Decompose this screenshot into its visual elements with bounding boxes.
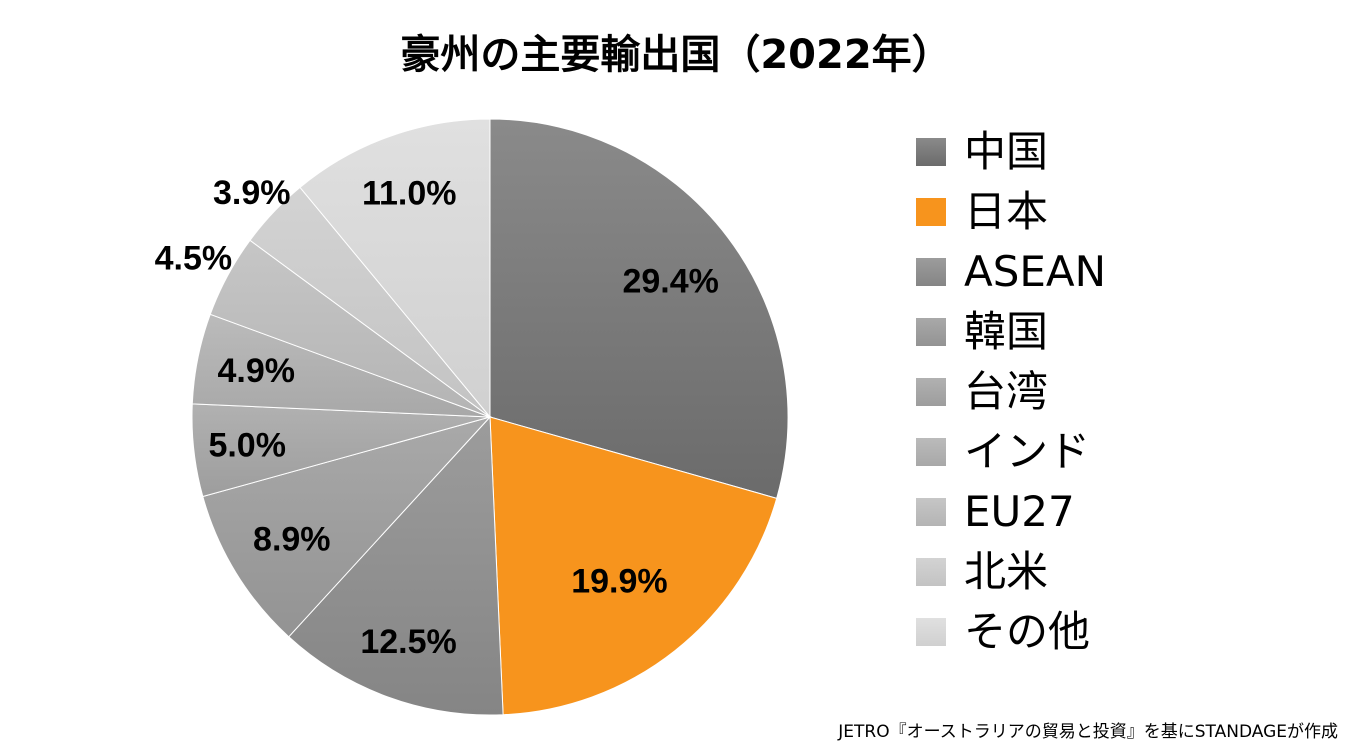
pie-slice-1	[489, 416, 778, 716]
source-note: JETRO『オーストラリアの貿易と投資』を基にSTANDAGEが作成	[838, 722, 1338, 742]
legend-item: 日本	[916, 182, 1106, 242]
legend-label: 台湾	[964, 367, 1049, 416]
legend-swatch	[916, 498, 946, 526]
pie-slice-2	[288, 415, 504, 716]
legend-item: 北米	[916, 542, 1106, 602]
legend-swatch	[916, 198, 946, 226]
legend-label: ASEAN	[964, 247, 1107, 296]
legend-item: 韓国	[916, 302, 1106, 362]
legend-swatch	[916, 438, 946, 466]
legend-swatch	[916, 378, 946, 406]
chart-title: 豪州の主要輸出国（2022年）	[400, 32, 952, 78]
legend-swatch	[916, 618, 946, 646]
data-label-2: 12.5%	[360, 623, 456, 661]
data-label-8: 11.0%	[362, 175, 457, 213]
legend-swatch	[916, 258, 946, 286]
data-label-0: 29.4%	[622, 262, 718, 300]
legend-label: 日本	[964, 187, 1049, 236]
legend-item: その他	[916, 602, 1106, 662]
data-label-1: 19.9%	[571, 563, 667, 601]
data-label-7: 3.9%	[213, 174, 291, 212]
legend-swatch	[916, 138, 946, 166]
legend-swatch	[916, 558, 946, 586]
legend-label: EU27	[964, 487, 1075, 536]
legend-swatch	[916, 318, 946, 346]
legend-label: その他	[964, 607, 1091, 656]
data-label-5: 4.9%	[218, 352, 296, 390]
legend-label: 北米	[964, 547, 1049, 596]
legend-item: インド	[916, 422, 1106, 482]
legend-label: インド	[964, 427, 1091, 476]
legend-label: 韓国	[964, 307, 1049, 356]
data-label-4: 5.0%	[208, 427, 286, 465]
legend-label: 中国	[964, 127, 1049, 176]
pie-slice-0	[489, 118, 789, 499]
legend-item: 台湾	[916, 362, 1106, 422]
legend: 中国日本 ASEAN 韓国台湾インド EU27 北米その他	[916, 122, 1106, 662]
legend-item: 中国	[916, 122, 1106, 182]
data-label-3: 8.9%	[253, 520, 331, 558]
pie-slice-8	[299, 118, 491, 419]
legend-item: ASEAN	[916, 242, 1106, 302]
data-label-6: 4.5%	[155, 240, 233, 278]
legend-item: EU27	[916, 482, 1106, 542]
pie-slice-3	[202, 416, 492, 638]
